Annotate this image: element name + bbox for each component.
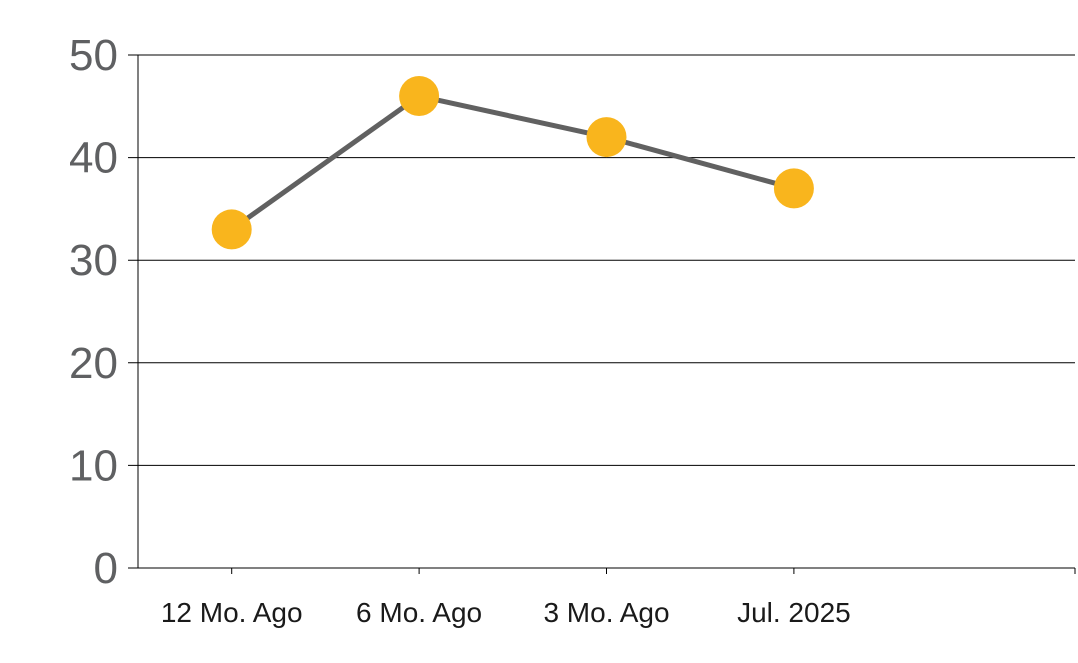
y-tick-label-10: 10 [69, 441, 118, 490]
y-axis-tick-labels: 0 10 20 30 40 50 [69, 31, 118, 593]
x-tick-label: Jul. 2025 [737, 597, 851, 628]
series-line [229, 93, 797, 232]
y-tick-label-50: 50 [69, 31, 118, 80]
axes [128, 55, 1076, 574]
y-tick-label-40: 40 [69, 134, 118, 183]
x-tick-label: 3 Mo. Ago [543, 597, 669, 628]
gridlines [128, 54, 1075, 466]
x-axis-tick-labels: 12 Mo. Ago 6 Mo. Ago 3 Mo. Ago Jul. 2025 [161, 597, 851, 628]
y-tick-label-30: 30 [69, 236, 118, 285]
data-point-jul-2025 [773, 168, 814, 209]
y-tick-label-20: 20 [69, 339, 118, 388]
data-points [211, 76, 814, 250]
data-point-3-mo-ago [586, 117, 627, 158]
data-point-12-mo-ago [211, 209, 252, 250]
x-tick-label: 12 Mo. Ago [161, 597, 303, 628]
y-tick-label-0: 0 [94, 544, 118, 593]
data-point-6-mo-ago [399, 76, 440, 117]
series-line-layer [229, 93, 797, 232]
x-tick-label: 6 Mo. Ago [356, 597, 482, 628]
